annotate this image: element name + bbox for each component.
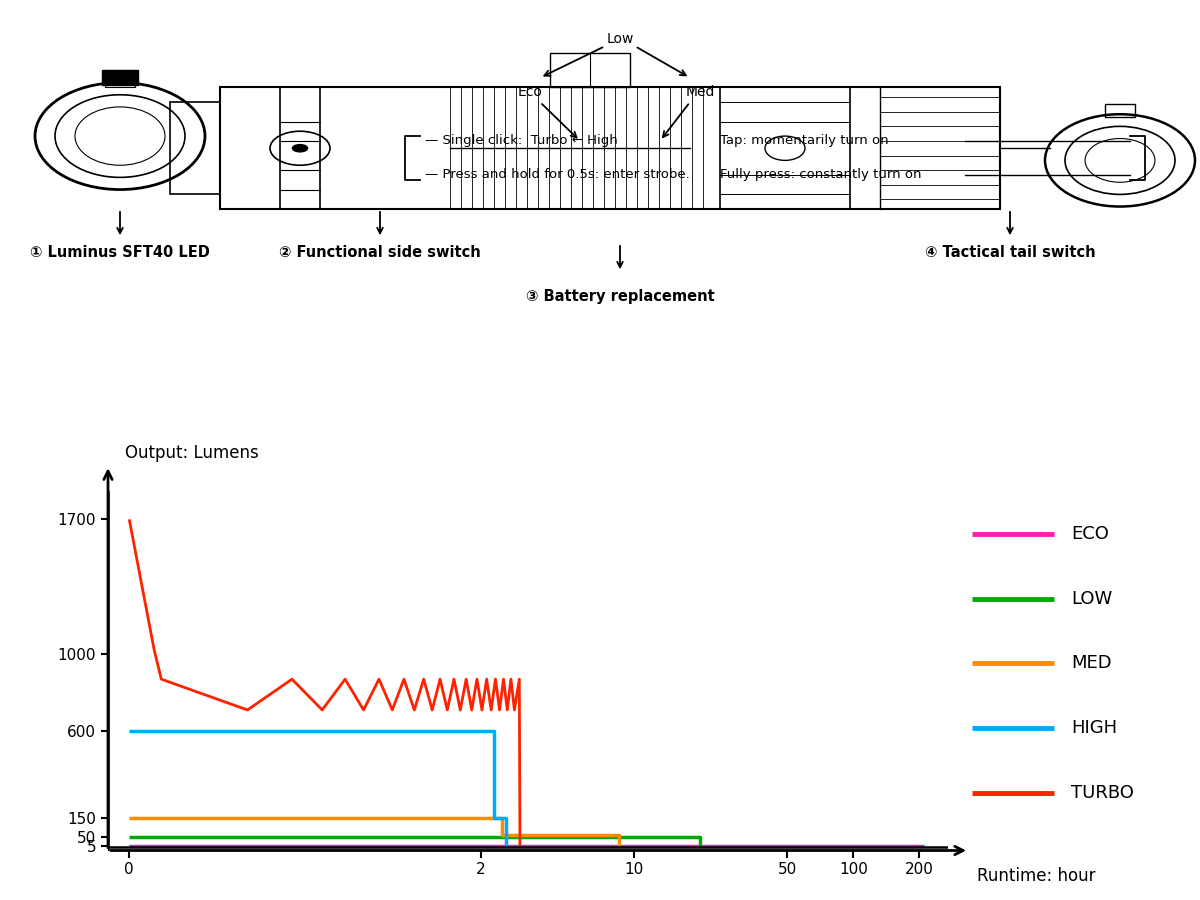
Text: ③ Battery replacement: ③ Battery replacement xyxy=(526,289,714,304)
Text: Eco: Eco xyxy=(517,86,542,99)
Text: ① Luminus SFT40 LED: ① Luminus SFT40 LED xyxy=(30,245,210,260)
Text: Output: Lumens: Output: Lumens xyxy=(125,444,258,462)
Text: HIGH: HIGH xyxy=(1072,719,1117,737)
Bar xyxy=(102,70,138,85)
Text: — Press and hold for 0.5s: enter strobe.: — Press and hold for 0.5s: enter strobe. xyxy=(425,168,690,182)
Text: — Single click:  Turbo ← High: — Single click: Turbo ← High xyxy=(425,134,618,148)
Text: Low: Low xyxy=(606,32,634,46)
Text: ④ Tactical tail switch: ④ Tactical tail switch xyxy=(925,245,1096,260)
Bar xyxy=(106,70,134,87)
Bar xyxy=(170,102,220,194)
Bar xyxy=(1105,104,1135,117)
Text: MED: MED xyxy=(1072,654,1112,672)
Ellipse shape xyxy=(293,145,307,152)
Text: ECO: ECO xyxy=(1072,525,1109,543)
Text: TURBO: TURBO xyxy=(1072,784,1134,802)
Text: Med: Med xyxy=(685,86,715,99)
Text: Runtime: hour: Runtime: hour xyxy=(977,867,1096,885)
Bar xyxy=(550,53,630,87)
Bar xyxy=(220,87,1000,209)
Text: Fully press: constantly turn on: Fully press: constantly turn on xyxy=(720,168,922,182)
Text: ② Functional side switch: ② Functional side switch xyxy=(280,245,481,260)
Text: Tap: momentarily turn on: Tap: momentarily turn on xyxy=(720,134,889,148)
Text: LOW: LOW xyxy=(1072,590,1112,608)
